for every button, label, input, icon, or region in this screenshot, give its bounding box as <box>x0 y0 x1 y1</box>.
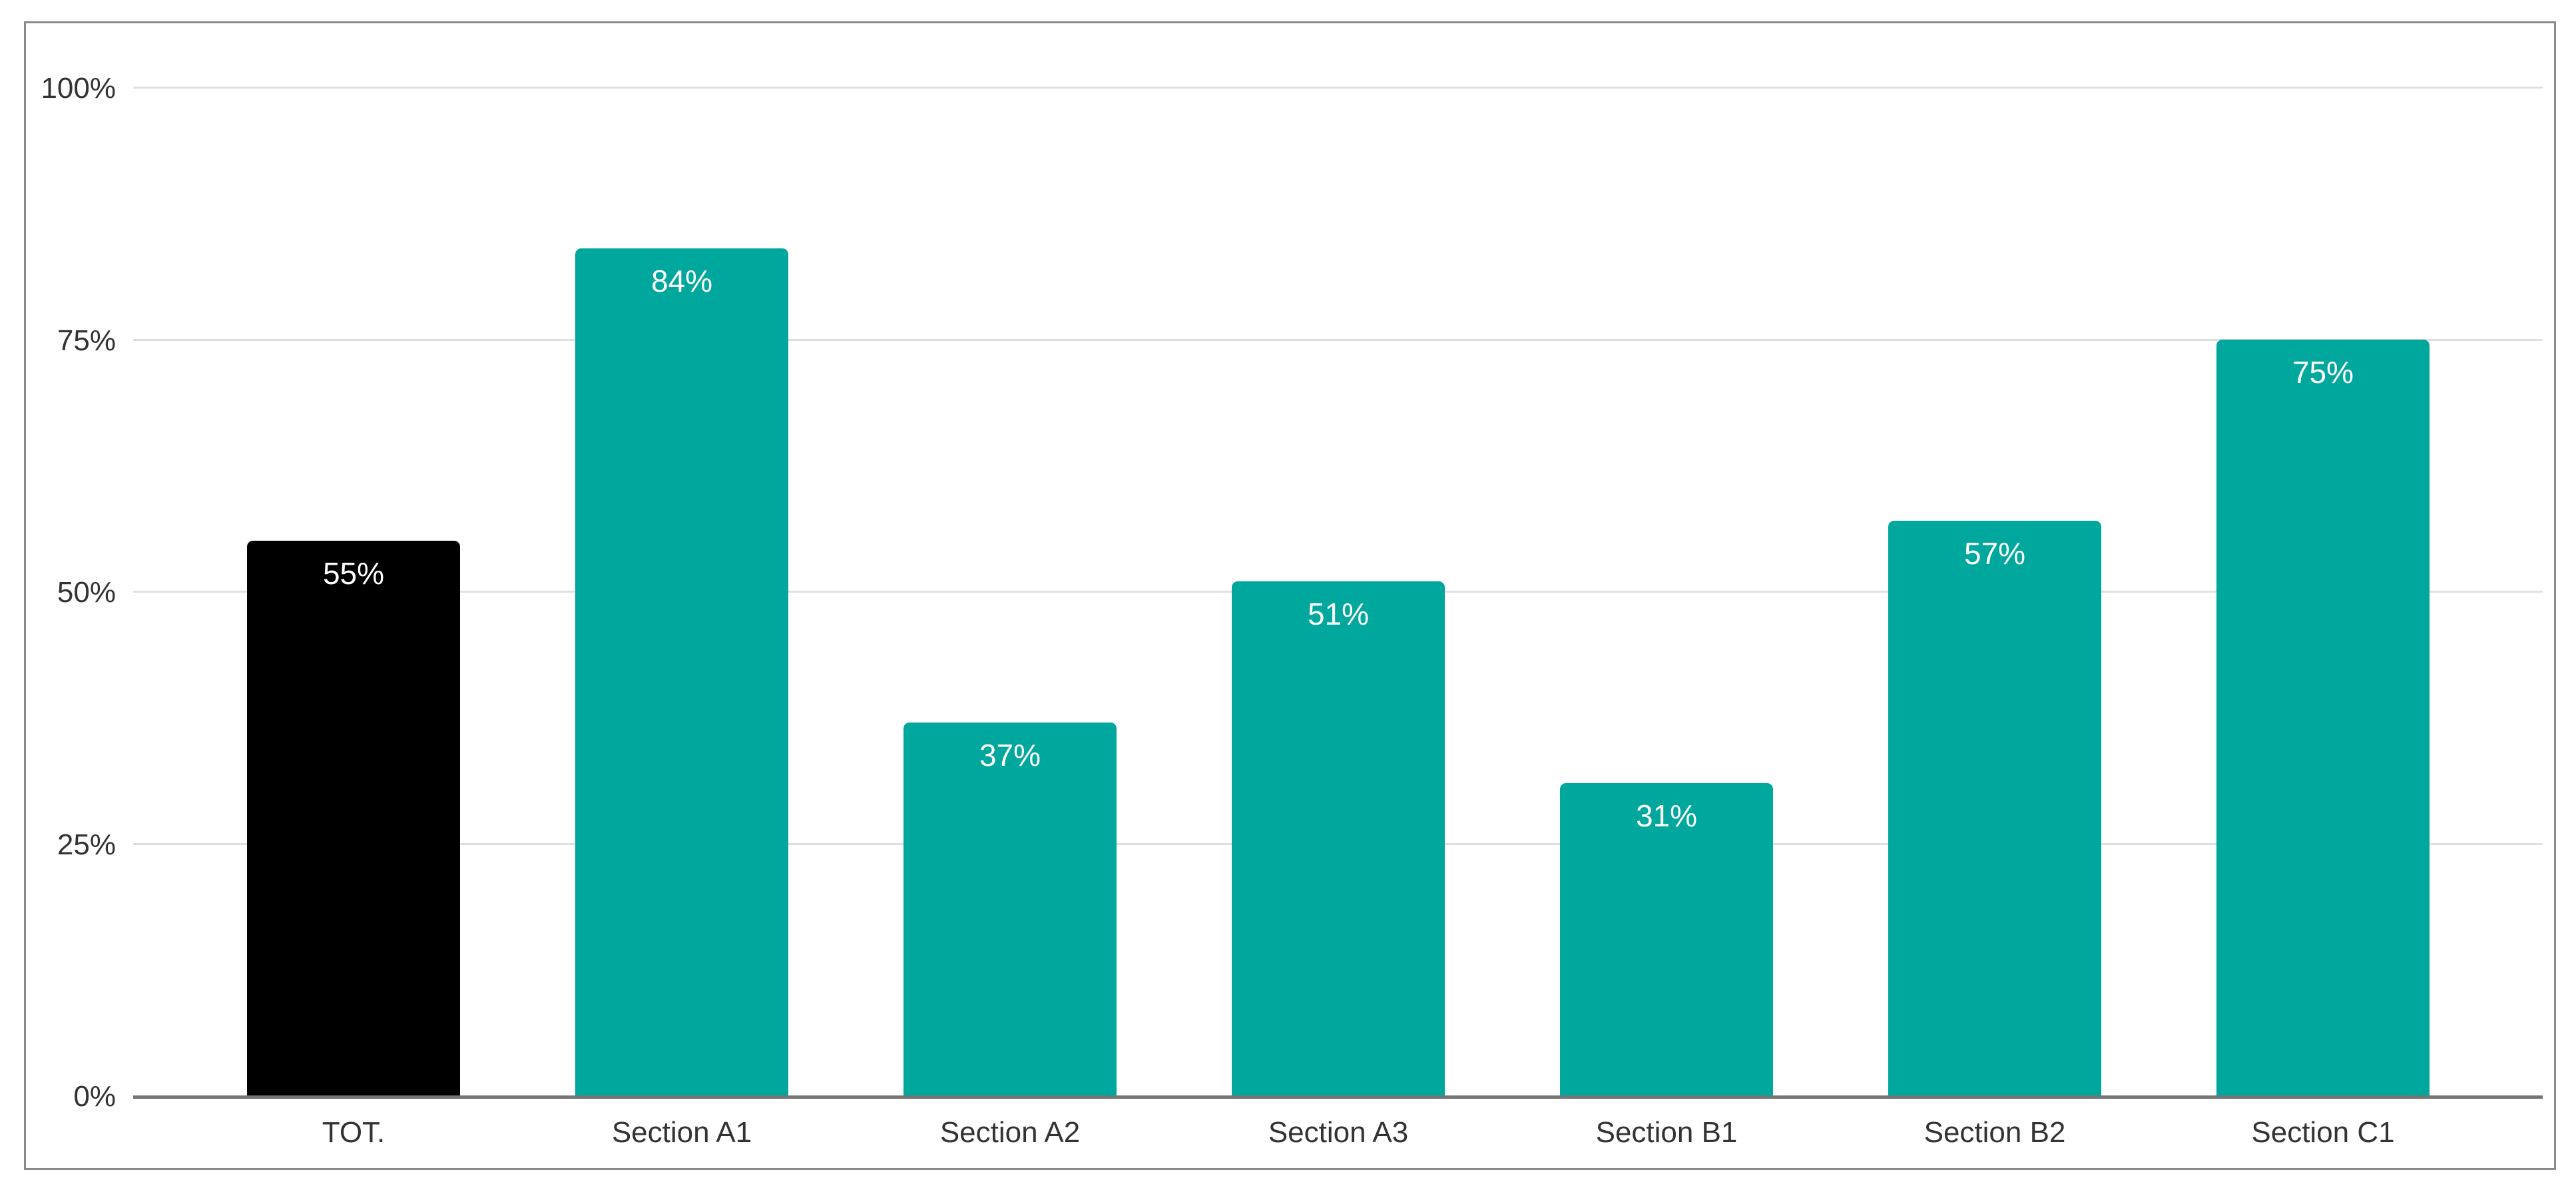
plot-area: 0% 25% 50% 75% 100% 55% TOT. 84% Section A1 37% Se… <box>26 23 2554 1168</box>
x-axis-label-section-b1: Section B1 <box>1595 1116 1738 1149</box>
x-axis-label-section-a2: Section A2 <box>939 1116 1081 1149</box>
bar-section-b1: 31% <box>1560 783 1773 1095</box>
gridline-100 <box>133 87 2543 89</box>
gridline-75 <box>133 339 2543 341</box>
x-axis-label-section-b2: Section B2 <box>1924 1116 2066 1149</box>
y-axis-tick-label-75: 75% <box>57 324 116 357</box>
bar-value-label-section-a2: 37% <box>979 738 1041 772</box>
bar-value-label-section-b2: 57% <box>1963 536 2026 571</box>
x-axis-label-section-c1: Section C1 <box>2251 1116 2395 1149</box>
bar-section-a2: 37% <box>903 723 1117 1095</box>
x-axis-label-tot: TOT. <box>322 1116 386 1149</box>
bar-value-label-section-a1: 84% <box>650 264 713 298</box>
x-axis-label-section-a3: Section A3 <box>1268 1116 1409 1149</box>
chart-frame: 0% 25% 50% 75% 100% 55% TOT. 84% Section A1 37% Se… <box>24 21 2556 1170</box>
bar-tot: 55% <box>247 541 460 1095</box>
x-axis-baseline <box>133 1095 2543 1099</box>
bar-section-b2: 57% <box>1888 521 2101 1095</box>
bar-value-label-section-a3: 51% <box>1307 597 1370 631</box>
bar-section-c1: 75% <box>2216 340 2430 1095</box>
bar-value-label-section-c1: 75% <box>2292 355 2354 390</box>
bar-section-a1: 84% <box>575 248 788 1095</box>
bar-section-a3: 51% <box>1232 581 1445 1095</box>
bar-value-label-section-b1: 31% <box>1635 798 1698 833</box>
y-axis-tick-label-25: 25% <box>57 828 116 861</box>
x-axis-label-section-a1: Section A1 <box>611 1116 752 1149</box>
bar-value-label-tot: 55% <box>322 556 385 591</box>
y-axis-tick-label-0: 0% <box>73 1080 116 1113</box>
y-axis-tick-label-100: 100% <box>41 72 116 105</box>
y-axis-tick-label-50: 50% <box>57 576 116 609</box>
